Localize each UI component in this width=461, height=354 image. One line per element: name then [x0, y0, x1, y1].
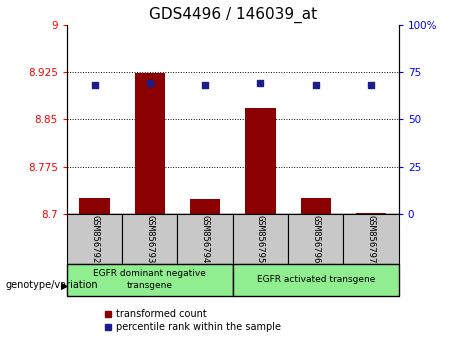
Text: GSM856792: GSM856792: [90, 215, 99, 263]
Bar: [301, 198, 331, 214]
Bar: [245, 108, 276, 214]
Bar: [177, 214, 233, 264]
Bar: [233, 214, 288, 264]
Point: [91, 82, 98, 88]
Text: EGFR dominant negative
transgene: EGFR dominant negative transgene: [94, 269, 206, 290]
Text: GSM856793: GSM856793: [145, 215, 154, 263]
Point: [146, 81, 154, 86]
Bar: [67, 214, 122, 264]
Text: GSM856795: GSM856795: [256, 215, 265, 263]
Point: [257, 81, 264, 86]
Point: [201, 82, 209, 88]
Point: [367, 82, 375, 88]
Text: GSM856796: GSM856796: [311, 215, 320, 263]
Bar: [122, 214, 177, 264]
Text: genotype/variation: genotype/variation: [6, 280, 98, 290]
Text: GSM856797: GSM856797: [366, 215, 376, 263]
Bar: [356, 213, 386, 214]
Text: GSM856794: GSM856794: [201, 215, 210, 263]
Bar: [135, 73, 165, 214]
Bar: [79, 198, 110, 214]
Text: ▶: ▶: [61, 281, 68, 291]
Bar: [67, 264, 233, 296]
Text: EGFR activated transgene: EGFR activated transgene: [257, 275, 375, 284]
Legend: transformed count, percentile rank within the sample: transformed count, percentile rank withi…: [105, 309, 281, 332]
Bar: [343, 214, 399, 264]
Bar: [288, 214, 343, 264]
Bar: [233, 264, 399, 296]
Title: GDS4496 / 146039_at: GDS4496 / 146039_at: [149, 7, 317, 23]
Point: [312, 82, 319, 88]
Bar: [190, 199, 220, 214]
